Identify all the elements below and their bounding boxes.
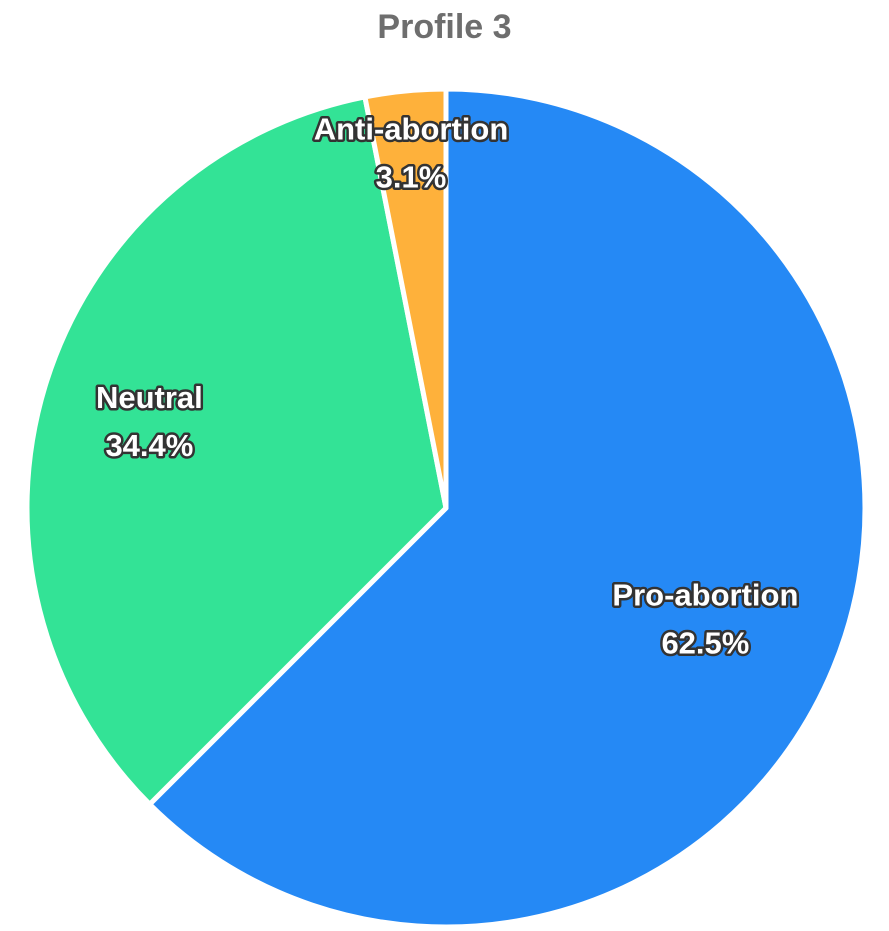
slice-labels: Pro-abortion 62.5% Neutral 34.4% Anti-aborti… <box>93 109 800 663</box>
slice-label-name: Pro-abortion <box>612 577 798 612</box>
pie-slice-neutral <box>24 94 449 807</box>
chart-title: Profile 3 <box>377 8 512 46</box>
slice-label-value: 34.4% <box>105 428 193 463</box>
pie-slice-anti-abortion <box>362 86 449 511</box>
pie-slices <box>24 86 868 930</box>
pie-slice-pro-abortion <box>147 86 868 930</box>
slice-label-name: Neutral <box>96 380 203 415</box>
slice-label-name: Anti-abortion <box>314 111 509 146</box>
slice-label-value: 3.1% <box>376 159 447 194</box>
slice-label-value: 62.5% <box>661 625 749 660</box>
